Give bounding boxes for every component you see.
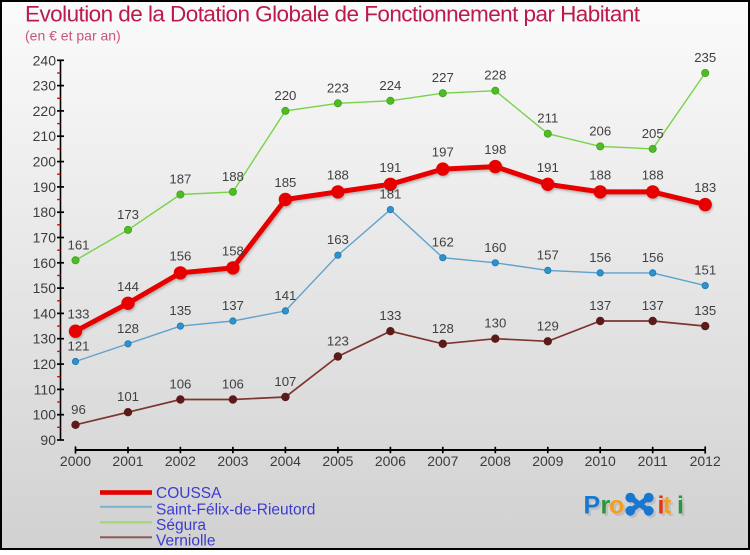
svg-text:2002: 2002: [165, 453, 196, 469]
svg-text:188: 188: [642, 167, 664, 182]
svg-text:i: i: [677, 492, 684, 520]
svg-text:188: 188: [222, 169, 244, 184]
svg-text:150: 150: [33, 280, 57, 296]
svg-text:157: 157: [537, 247, 559, 262]
svg-text:110: 110: [34, 381, 57, 397]
svg-text:2004: 2004: [270, 453, 301, 469]
svg-text:173: 173: [117, 207, 139, 222]
svg-text:235: 235: [694, 50, 716, 65]
svg-text:158: 158: [222, 243, 244, 258]
svg-text:188: 188: [589, 167, 611, 182]
svg-text:223: 223: [327, 80, 349, 95]
svg-text:107: 107: [274, 374, 296, 389]
svg-text:170: 170: [33, 230, 57, 246]
svg-text:160: 160: [33, 255, 57, 271]
svg-text:2006: 2006: [375, 453, 406, 469]
svg-text:Saint-Félix-de-Rieutord: Saint-Félix-de-Rieutord: [156, 502, 315, 519]
svg-text:120: 120: [33, 356, 57, 372]
svg-text:206: 206: [589, 123, 611, 138]
svg-text:137: 137: [589, 298, 611, 313]
svg-text:123: 123: [327, 334, 349, 349]
svg-text:198: 198: [484, 142, 506, 157]
svg-text:r: r: [601, 492, 611, 520]
svg-text:227: 227: [432, 70, 454, 85]
svg-text:140: 140: [33, 305, 57, 321]
svg-text:200: 200: [33, 154, 57, 170]
svg-text:191: 191: [537, 160, 559, 175]
svg-text:197: 197: [432, 145, 454, 160]
svg-text:133: 133: [379, 308, 401, 323]
svg-text:161: 161: [67, 237, 89, 252]
svg-text:i: i: [679, 494, 686, 522]
svg-text:2001: 2001: [112, 453, 143, 469]
svg-text:156: 156: [589, 250, 611, 265]
svg-text:101: 101: [117, 389, 139, 404]
svg-text:160: 160: [484, 240, 506, 255]
svg-text:2000: 2000: [60, 453, 91, 469]
svg-text:180: 180: [33, 204, 57, 220]
svg-text:130: 130: [33, 331, 57, 347]
svg-text:2003: 2003: [217, 453, 248, 469]
svg-text:90: 90: [40, 432, 56, 448]
svg-text:230: 230: [33, 78, 57, 94]
svg-text:183: 183: [694, 180, 716, 195]
svg-text:185: 185: [274, 175, 296, 190]
svg-text:o: o: [611, 494, 626, 522]
svg-text:P: P: [584, 492, 601, 520]
svg-text:Ségura: Ségura: [156, 517, 206, 534]
svg-text:P: P: [586, 494, 603, 522]
svg-text:133: 133: [67, 307, 89, 322]
svg-text:2010: 2010: [585, 453, 616, 469]
svg-text:COUSSA: COUSSA: [156, 485, 222, 502]
svg-text:224: 224: [379, 78, 401, 93]
svg-text:106: 106: [222, 377, 244, 392]
svg-text:156: 156: [642, 250, 664, 265]
svg-text:137: 137: [222, 298, 244, 313]
svg-text:(en € et par an): (en € et par an): [25, 28, 121, 44]
svg-text:228: 228: [484, 68, 506, 83]
svg-text:191: 191: [379, 160, 401, 175]
svg-text:128: 128: [117, 321, 139, 336]
svg-text:135: 135: [169, 303, 191, 318]
svg-text:96: 96: [71, 402, 86, 417]
svg-text:i: i: [660, 494, 667, 522]
svg-text:2005: 2005: [322, 453, 353, 469]
svg-text:2008: 2008: [480, 453, 511, 469]
svg-text:205: 205: [642, 126, 664, 141]
svg-text:106: 106: [169, 377, 191, 392]
svg-text:129: 129: [537, 318, 559, 333]
svg-text:i: i: [658, 492, 665, 520]
svg-text:121: 121: [67, 339, 89, 354]
svg-text:2009: 2009: [532, 453, 563, 469]
svg-text:240: 240: [33, 52, 57, 68]
svg-text:220: 220: [33, 103, 57, 119]
svg-text:137: 137: [642, 298, 664, 313]
svg-text:162: 162: [432, 235, 454, 250]
svg-text:144: 144: [117, 279, 139, 294]
svg-text:163: 163: [327, 232, 349, 247]
svg-text:141: 141: [274, 288, 296, 303]
svg-text:211: 211: [537, 111, 558, 126]
svg-text:Verniolle: Verniolle: [156, 533, 215, 550]
svg-text:210: 210: [33, 128, 57, 144]
svg-text:2011: 2011: [638, 453, 668, 469]
svg-text:r: r: [603, 494, 613, 522]
svg-text:Evolution de la Dotation Globa: Evolution de la Dotation Globale de Fonc…: [25, 2, 641, 27]
svg-text:2007: 2007: [427, 453, 458, 469]
svg-text:2012: 2012: [690, 453, 721, 469]
svg-text:190: 190: [33, 179, 57, 195]
svg-text:181: 181: [379, 187, 401, 202]
svg-text:188: 188: [327, 167, 349, 182]
svg-text:220: 220: [274, 88, 296, 103]
svg-text:128: 128: [432, 321, 454, 336]
svg-text:130: 130: [484, 316, 506, 331]
svg-text:t: t: [665, 494, 674, 522]
svg-text:100: 100: [33, 407, 57, 423]
svg-text:151: 151: [694, 263, 716, 278]
svg-text:156: 156: [169, 248, 191, 263]
svg-text:135: 135: [694, 303, 716, 318]
svg-text:t: t: [663, 492, 672, 520]
svg-text:187: 187: [169, 172, 191, 187]
svg-text:o: o: [609, 492, 624, 520]
